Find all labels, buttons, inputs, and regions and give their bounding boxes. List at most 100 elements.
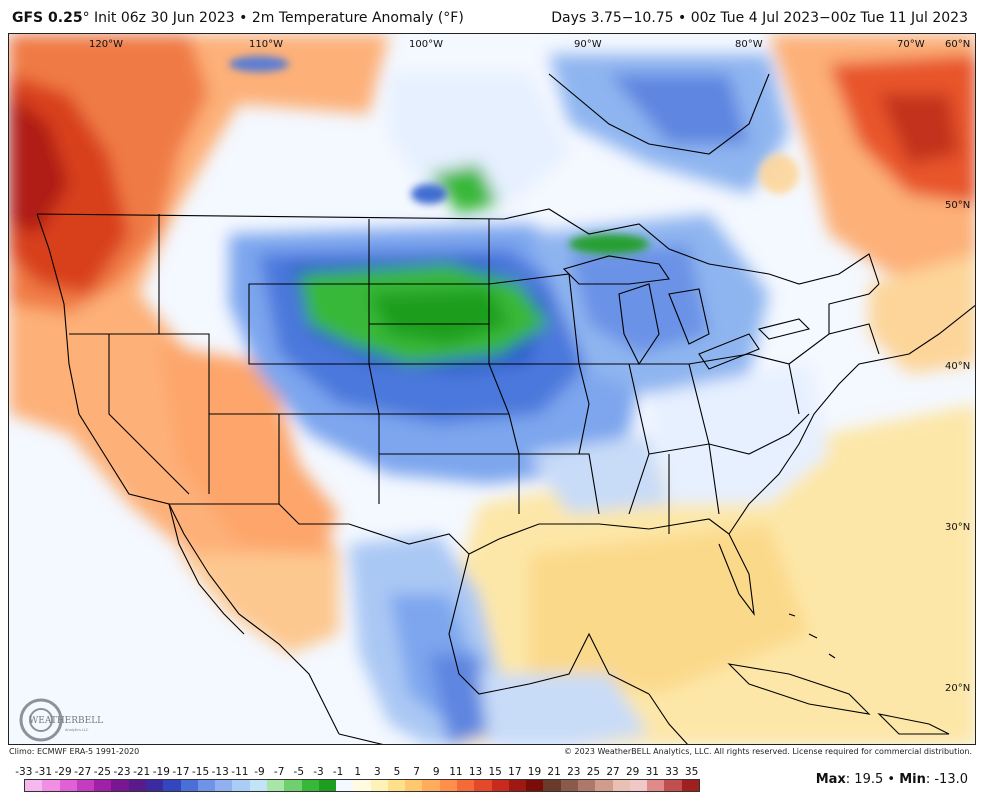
legend-swatch <box>474 780 492 791</box>
legend-tick-label: -11 <box>231 766 249 778</box>
legend-swatch <box>370 780 388 791</box>
legend-swatch <box>595 780 613 791</box>
legend-tick-label: 23 <box>567 766 581 778</box>
lon-label-70w: 70°W <box>897 39 925 50</box>
legend-swatch <box>145 780 164 791</box>
max-label: Max <box>815 772 846 787</box>
legend-swatch <box>508 780 527 791</box>
legend-color-bar <box>24 779 700 792</box>
lat-label-40n: 40°N <box>945 361 970 372</box>
legend-tick-label: 11 <box>449 766 463 778</box>
min-value: : -13.0 <box>925 772 968 787</box>
weatherbell-logo: WEATHERBELL Analytics LLC <box>19 698 103 742</box>
legend-swatch <box>526 780 544 791</box>
legend-swatch <box>491 780 509 791</box>
legend-tick-label: 9 <box>432 766 440 778</box>
legend-tick-label: 31 <box>645 766 659 778</box>
boundaries <box>36 73 975 744</box>
legend-tick-label: 35 <box>684 766 699 778</box>
map-svg: 120°W 110°W 100°W 90°W 80°W 70°W 60°N 50… <box>9 34 975 744</box>
anomaly-details <box>229 56 799 254</box>
legend-swatch <box>59 780 77 791</box>
legend-tick-label: -15 <box>192 766 210 778</box>
climo-note: Climo: ECMWF ERA-5 1991-2020 <box>9 747 140 756</box>
legend-tick-label: 29 <box>625 766 640 778</box>
legend-swatch <box>647 780 665 791</box>
legend-swatch <box>664 780 682 791</box>
anomaly-field <box>9 34 975 744</box>
model-name: GFS 0.25 <box>12 10 83 26</box>
max-min-readout: Max: 19.5 • Min: -13.0 <box>816 772 968 787</box>
legend-swatch <box>543 780 561 791</box>
min-label: Min <box>899 772 926 787</box>
valid-period: Days 3.75−10.75 • 00z Tue 4 Jul 2023−00z… <box>551 10 968 26</box>
legend-swatch <box>284 780 302 791</box>
max-value: : 19.5 • <box>845 772 900 787</box>
legend-swatch <box>25 780 43 791</box>
legend-swatch <box>180 780 198 791</box>
lon-label-100w: 100°W <box>409 39 443 50</box>
legend-tick-label: 25 <box>586 766 601 778</box>
legend-tick-label: 21 <box>547 766 561 778</box>
legend-tick-label: -19 <box>152 766 170 778</box>
legend-tick-label: -31 <box>34 766 53 778</box>
legend-tick-label: 1 <box>354 766 362 778</box>
legend-swatch <box>197 780 216 791</box>
legend-tick-label: -13 <box>211 766 229 778</box>
legend-tick-label: -17 <box>172 766 190 778</box>
degree-symbol: ° <box>82 10 90 26</box>
lat-label-60n: 60°N <box>945 39 970 50</box>
legend-tick-label: 7 <box>413 766 420 778</box>
legend-tick-label: 17 <box>508 766 522 778</box>
legend-swatch <box>422 780 440 791</box>
lat-label-50n: 50°N <box>945 200 970 211</box>
legend-tick-labels: -33 -31 -29 -27 -25 -23 -21 -19 -17 -15 -13 -11 -9 -7… <box>14 766 701 778</box>
legend-tick-label: -21 <box>133 766 151 778</box>
anomaly-map: 120°W 110°W 100°W 90°W 80°W 70°W 60°N 50… <box>8 33 976 745</box>
legend-swatch <box>560 780 578 791</box>
legend-tick-label: -25 <box>93 766 111 778</box>
legend-swatch <box>457 780 475 791</box>
legend-swatch <box>42 780 60 791</box>
legend-tick-label: -33 <box>15 766 33 778</box>
legend-tick-label: -1 <box>332 766 344 778</box>
copyright-note: © 2023 WeatherBELL Analytics, LLC. All r… <box>564 747 972 756</box>
legend-tick-label: 3 <box>374 766 381 778</box>
legend-swatch <box>301 780 319 791</box>
legend-swatch <box>249 780 267 791</box>
legend-tick-label: -27 <box>74 766 92 778</box>
legend-swatch <box>629 780 648 791</box>
init-text: Init 06z 30 Jun 2023 • 2m Temperature An… <box>89 10 464 26</box>
legend-tick-label: 27 <box>606 766 620 778</box>
legend-swatch <box>578 780 596 791</box>
logo-text: WEATHERBELL <box>29 716 103 726</box>
legend-tick-label: -29 <box>54 766 72 778</box>
lat-label-30n: 30°N <box>945 522 970 533</box>
legend-swatch <box>232 780 250 791</box>
legend-tick-label: -23 <box>113 766 131 778</box>
legend-swatch <box>215 780 233 791</box>
chart-title: GFS 0.25° Init 06z 30 Jun 2023 • 2m Temp… <box>12 10 464 26</box>
legend-swatch <box>76 780 95 791</box>
lon-label-80w: 80°W <box>735 39 763 50</box>
legend-tick-label: 33 <box>665 766 679 778</box>
legend-tick-label: -9 <box>254 766 265 778</box>
legend-swatch <box>128 780 146 791</box>
legend-swatch <box>266 780 285 791</box>
lat-label-20n: 20°N <box>945 683 970 694</box>
legend-tick-label: 13 <box>468 766 483 778</box>
lon-label-110w: 110°W <box>249 39 283 50</box>
legend-tick-label: 5 <box>393 766 401 778</box>
legend-swatch <box>405 780 423 791</box>
legend-swatch <box>94 780 112 791</box>
legend-tick-label: 19 <box>527 766 542 778</box>
legend-tick-label: -3 <box>313 766 324 778</box>
legend-swatch <box>163 780 181 791</box>
legend-tick-label: -7 <box>273 766 285 778</box>
lon-label-90w: 90°W <box>574 39 602 50</box>
legend-swatch <box>336 780 354 791</box>
legend-swatch <box>353 780 371 791</box>
legend-swatch <box>612 780 630 791</box>
legend-swatch <box>111 780 129 791</box>
legend-swatch <box>387 780 406 791</box>
